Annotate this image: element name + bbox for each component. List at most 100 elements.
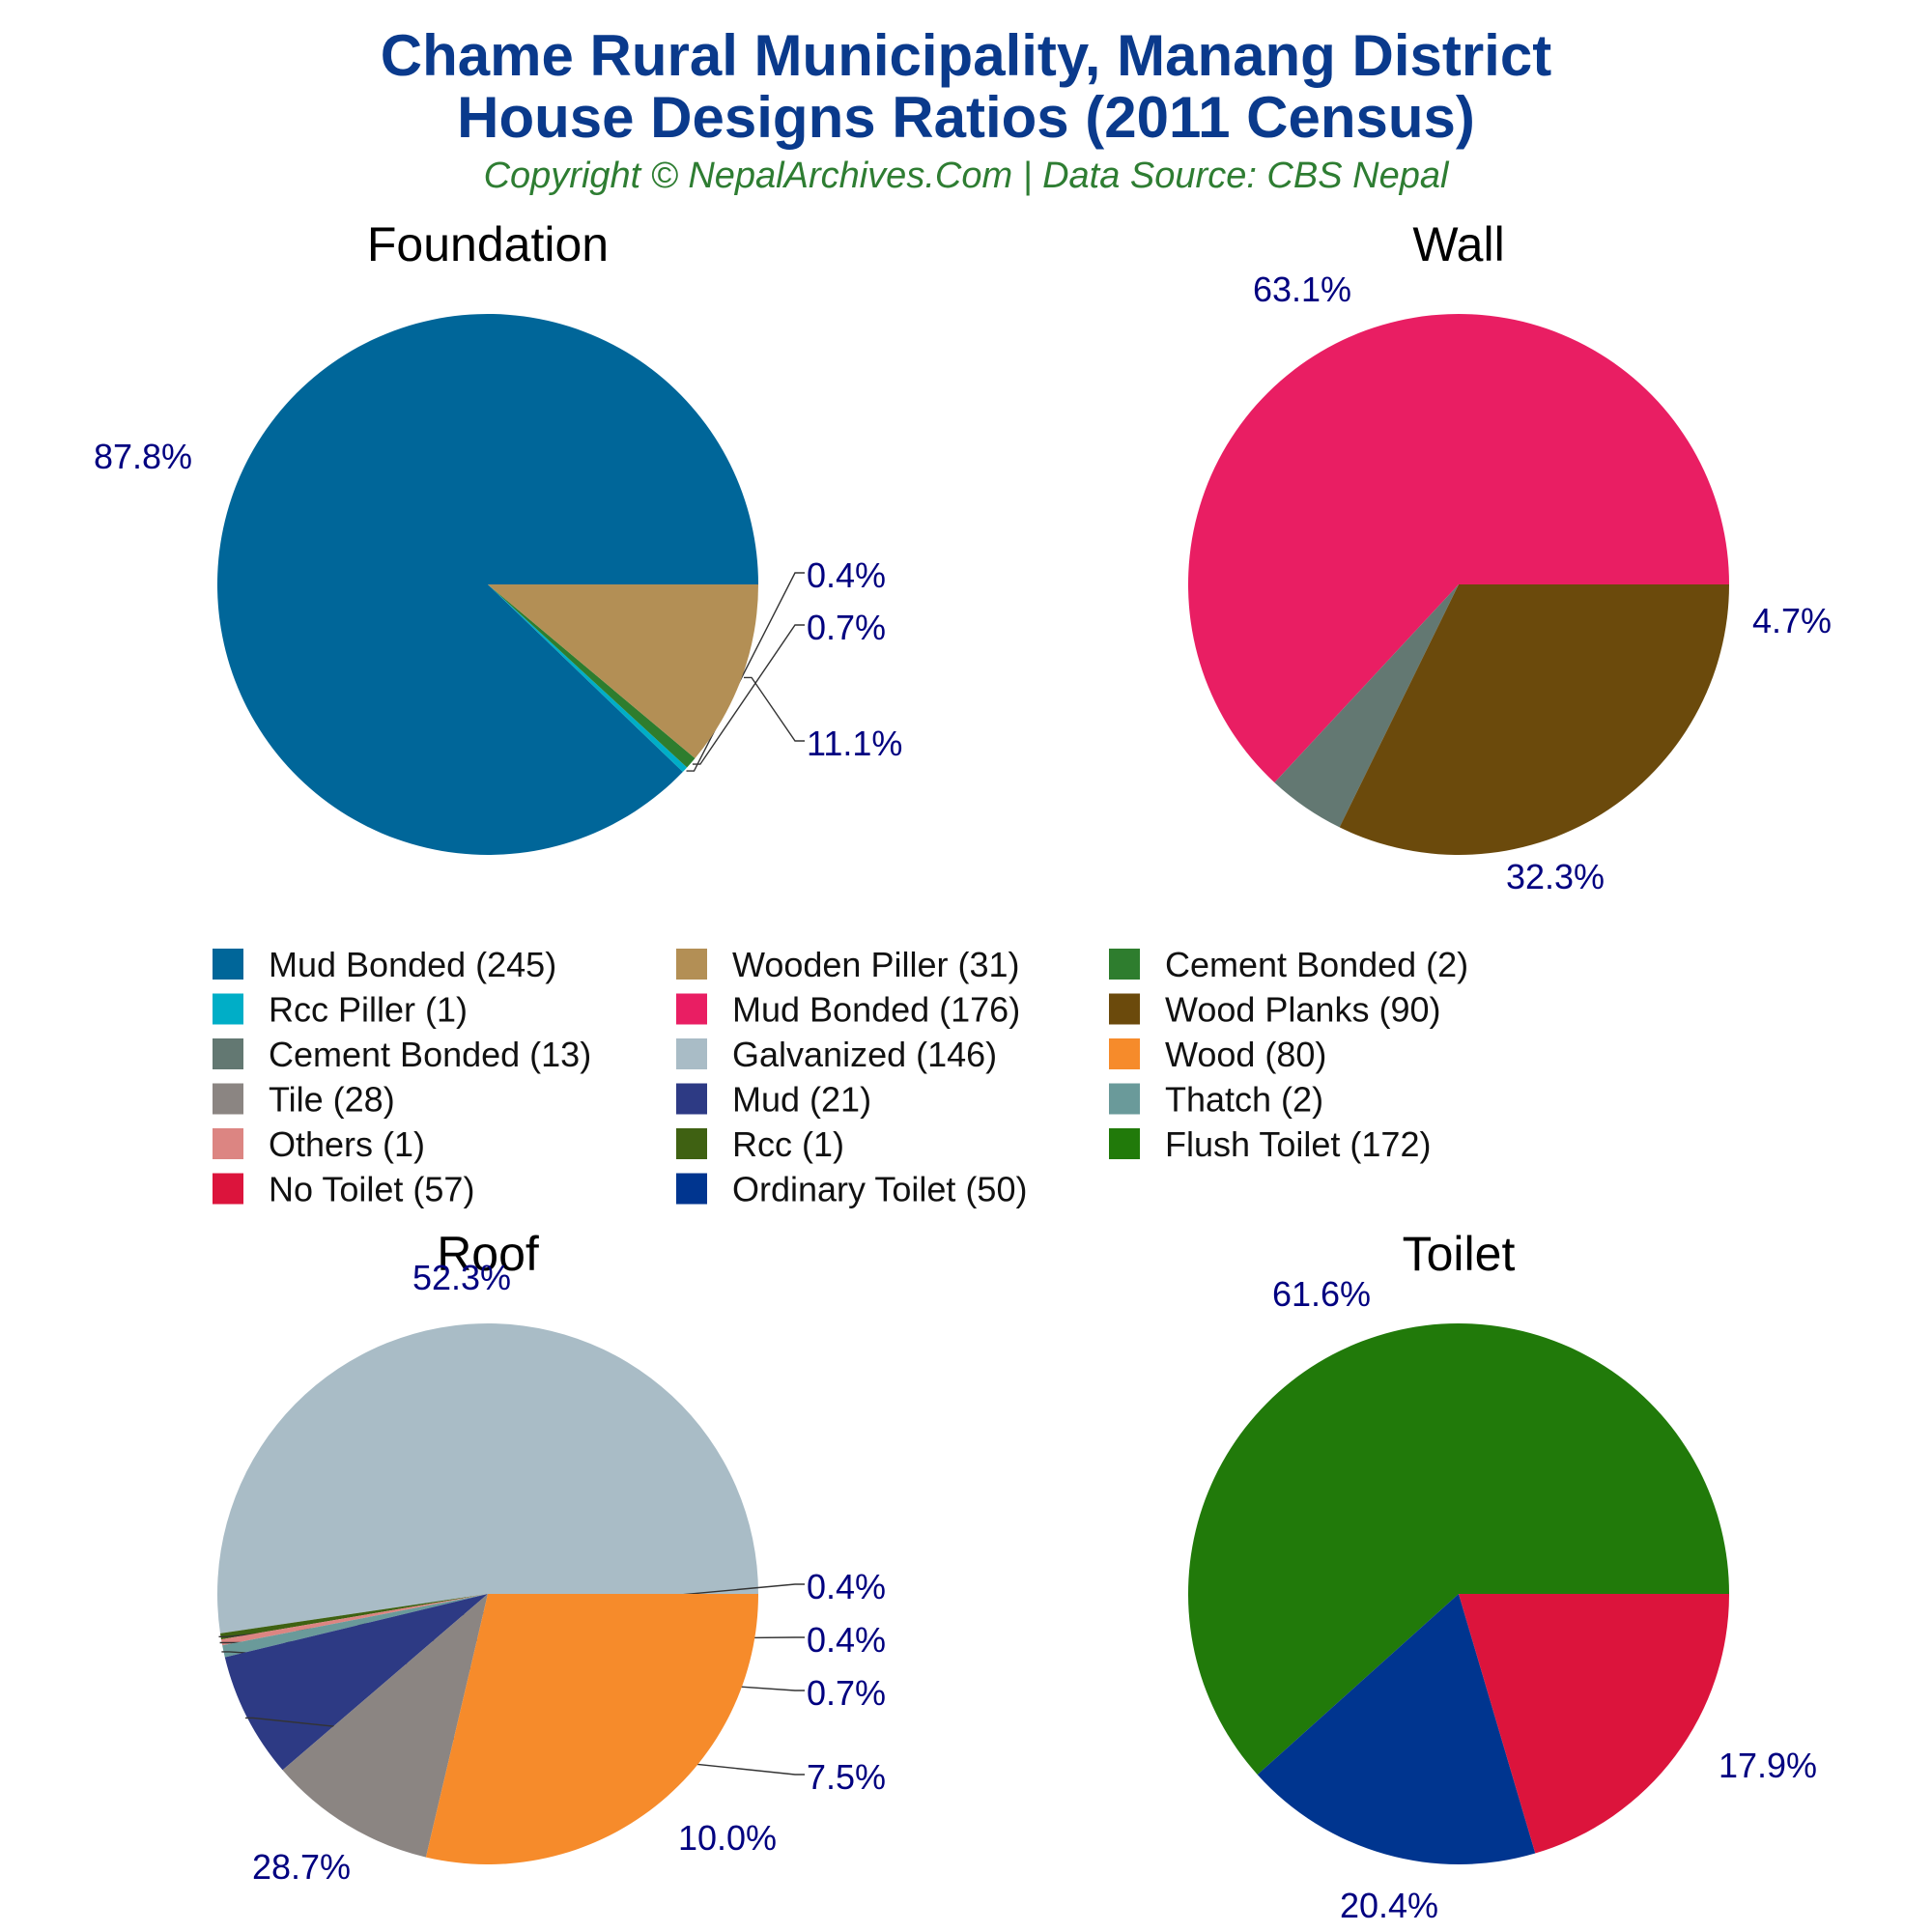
legend-label: Cement Bonded (13) xyxy=(269,1035,591,1074)
pct-label-roof-wood: 28.7% xyxy=(252,1847,351,1887)
legend-swatch xyxy=(676,1083,707,1115)
slice-wall-mud-bonded xyxy=(1188,313,1729,783)
pct-label-wall-mud-bonded: 63.1% xyxy=(1253,270,1351,309)
legend-swatch xyxy=(213,949,243,980)
pie-toilet: Toilet 61.6% 17.9% 20.4% xyxy=(1188,1227,1817,1925)
pct-label-toilet-ordinary-toilet: 17.9% xyxy=(1719,1746,1817,1785)
legend-item-cement-bonded-2: Cement Bonded (2) xyxy=(1109,945,1468,984)
pct-label-roof-tile: 10.0% xyxy=(678,1818,777,1858)
legend-item-thatch-2: Thatch (2) xyxy=(1109,1080,1323,1120)
legend-label: No Toilet (57) xyxy=(269,1170,474,1209)
leader-line-foundation-wooden-piller xyxy=(744,676,805,742)
legend-swatch xyxy=(676,993,707,1025)
legend-item-wood-80: Wood (80) xyxy=(1109,1035,1326,1074)
legend-swatch xyxy=(213,1173,243,1205)
legend-label: Mud Bonded (245) xyxy=(269,945,556,984)
legend-swatch xyxy=(213,1083,243,1115)
pct-label-roof-others: 0.4% xyxy=(807,1620,886,1660)
slice-roof-thatch xyxy=(222,1594,489,1658)
pct-label-roof-galvanized: 52.3% xyxy=(412,1258,511,1297)
leader-line-foundation-cement-bonded xyxy=(692,624,805,765)
legend-label: Rcc Piller (1) xyxy=(269,990,468,1030)
legend-item-tile-28: Tile (28) xyxy=(213,1080,395,1120)
legend-label: Rcc (1) xyxy=(732,1124,844,1164)
slice-roof-mud xyxy=(224,1594,489,1771)
legend-swatch xyxy=(676,1173,707,1205)
legend-label: Tile (28) xyxy=(269,1080,395,1120)
legend-swatch xyxy=(1109,1083,1140,1115)
pie-title-wall: Wall xyxy=(1412,217,1504,271)
chart-title-line1: Chame Rural Municipality, Manang Distric… xyxy=(380,23,1552,88)
slice-wall-wood-planks xyxy=(1339,584,1729,856)
pct-label-roof-thatch: 0.7% xyxy=(807,1673,886,1713)
slice-foundation-wooden-piller xyxy=(488,584,758,758)
legend-item-mud-bonded-245: Mud Bonded (245) xyxy=(213,945,556,984)
pie-wall: Wall 63.1% 4.7% 32.3% xyxy=(1188,217,1832,896)
legend-swatch xyxy=(676,1038,707,1069)
legend-swatch xyxy=(213,1038,243,1069)
legend-item-rcc-piller-1: Rcc Piller (1) xyxy=(213,990,468,1030)
slice-toilet-ordinary-toilet xyxy=(1257,1594,1536,1865)
pct-label-foundation-mud-bonded: 87.8% xyxy=(94,437,192,476)
legend-item-wood-planks-90: Wood Planks (90) xyxy=(1109,990,1440,1030)
pie-title-roof: Roof xyxy=(437,1227,539,1281)
pct-label-roof-mud: 7.5% xyxy=(807,1757,886,1797)
pct-label-foundation-cement-bonded: 0.7% xyxy=(807,608,886,647)
legend-label: Mud (21) xyxy=(732,1080,871,1120)
legend-item-galvanized-146: Galvanized (146) xyxy=(676,1035,997,1074)
legend-swatch xyxy=(1109,1128,1140,1159)
legend-swatch xyxy=(676,1128,707,1159)
pct-label-roof-rcc: 0.4% xyxy=(807,1567,886,1606)
legend-item-others-1: Others (1) xyxy=(213,1124,425,1164)
pct-label-toilet-no-toilet: 20.4% xyxy=(1340,1886,1438,1925)
legend-label: Thatch (2) xyxy=(1165,1080,1323,1120)
slice-roof-rcc xyxy=(219,1594,489,1640)
pie-title-foundation: Foundation xyxy=(367,217,609,271)
legend-label: Ordinary Toilet (50) xyxy=(732,1170,1027,1209)
slice-foundation-cement-bonded xyxy=(488,584,696,768)
legend-swatch xyxy=(213,993,243,1025)
leader-line-foundation-rcc-piller xyxy=(686,572,805,772)
legend-label: Galvanized (146) xyxy=(732,1035,997,1074)
legend-item-wooden-piller-31: Wooden Piller (31) xyxy=(676,945,1019,984)
slice-foundation-rcc-piller xyxy=(488,584,688,773)
legend-swatch xyxy=(676,949,707,980)
legend-label: Wooden Piller (31) xyxy=(732,945,1019,984)
slice-roof-galvanized xyxy=(217,1323,758,1634)
legend-swatch xyxy=(1109,993,1140,1025)
legend-item-flush-toilet-172: Flush Toilet (172) xyxy=(1109,1124,1431,1164)
pie-foundation: Foundation 87.8% 0.4% 0.7% 11.1% xyxy=(94,217,902,855)
legend-swatch xyxy=(1109,1038,1140,1069)
slice-foundation-mud-bonded xyxy=(216,313,758,855)
slice-toilet-no-toilet xyxy=(1459,1594,1729,1854)
legend-item-mud-21: Mud (21) xyxy=(676,1080,871,1120)
slice-wall-cement-bonded xyxy=(1274,584,1459,828)
pct-label-foundation-wooden-piller: 11.1% xyxy=(807,724,902,763)
legend-swatch xyxy=(213,1128,243,1159)
slice-roof-others xyxy=(220,1594,489,1646)
pct-label-toilet-flush-toilet: 61.6% xyxy=(1272,1274,1371,1314)
legend-label: Others (1) xyxy=(269,1124,425,1164)
pct-label-wall-wood-planks: 32.3% xyxy=(1506,857,1605,896)
legend-label: Mud Bonded (176) xyxy=(732,990,1020,1030)
legend-item-cement-bonded-13: Cement Bonded (13) xyxy=(213,1035,591,1074)
legend-swatch xyxy=(1109,949,1140,980)
legend-label: Wood Planks (90) xyxy=(1165,990,1440,1030)
slice-roof-wood xyxy=(425,1594,758,1864)
slice-roof-tile xyxy=(282,1594,488,1858)
legend: Mud Bonded (245) Rcc Piller (1) Cement Bon… xyxy=(213,945,1468,1209)
legend-item-rcc-1: Rcc (1) xyxy=(676,1124,844,1164)
legend-label: Flush Toilet (172) xyxy=(1165,1124,1431,1164)
pct-label-wall-cement-bonded: 4.7% xyxy=(1752,601,1832,640)
pct-label-foundation-rcc-piller: 0.4% xyxy=(807,555,886,595)
legend-item-ordinary-toilet-50: Ordinary Toilet (50) xyxy=(676,1170,1027,1209)
chart-title-line2: House Designs Ratios (2011 Census) xyxy=(457,85,1475,150)
legend-label: Wood (80) xyxy=(1165,1035,1326,1074)
legend-item-mud-bonded-176: Mud Bonded (176) xyxy=(676,990,1020,1030)
legend-label: Cement Bonded (2) xyxy=(1165,945,1468,984)
chart-subtitle: Copyright © NepalArchives.Com | Data Sou… xyxy=(483,156,1449,196)
slice-toilet-flush-toilet xyxy=(1188,1322,1729,1776)
pie-title-toilet: Toilet xyxy=(1403,1227,1516,1281)
